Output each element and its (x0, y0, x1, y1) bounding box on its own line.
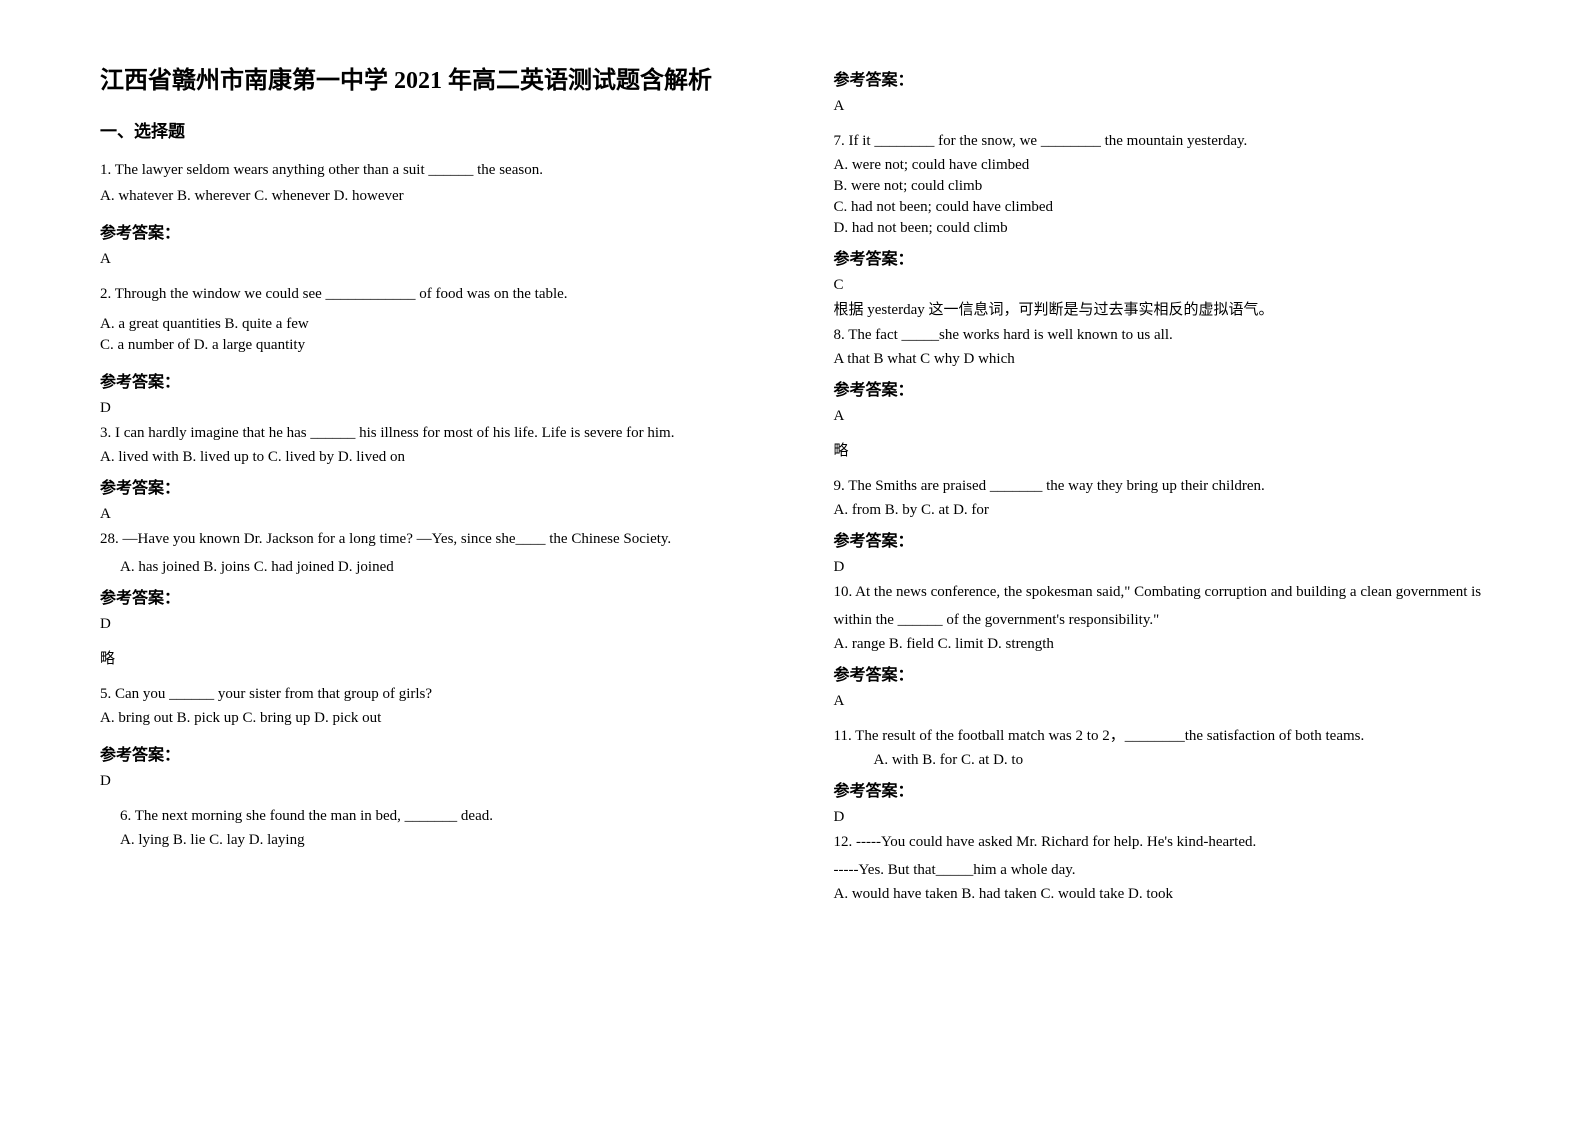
answer-label: 参考答案： (834, 245, 1508, 269)
question-3: 3. I can hardly imagine that he has ____… (100, 421, 764, 445)
question-1: 1. The lawyer seldom wears anything othe… (100, 158, 764, 182)
question-6-options: A. lying B. lie C. lay D. laying (100, 832, 764, 849)
question-8-options: A that B what C why D which (834, 351, 1508, 368)
question-9-options: A. from B. by C. at D. for (834, 502, 1508, 519)
question-10-line2: within the ______ of the government's re… (834, 608, 1508, 632)
answer-label: 参考答案： (100, 368, 764, 392)
answer-label: 参考答案： (834, 66, 1508, 90)
question-10-line1: 10. At the news conference, the spokesma… (834, 580, 1508, 604)
question-6: 6. The next morning she found the man in… (100, 804, 764, 828)
answer-label: 参考答案： (834, 527, 1508, 551)
question-10-options: A. range B. field C. limit D. strength (834, 636, 1508, 653)
question-9: 9. The Smiths are praised _______ the wa… (834, 474, 1508, 498)
question-1-options: A. whatever B. wherever C. whenever D. h… (100, 188, 764, 205)
answer-label: 参考答案： (100, 474, 764, 498)
question-9-answer: D (834, 559, 1508, 576)
answer-label: 参考答案： (834, 661, 1508, 685)
question-11: 11. The result of the football match was… (834, 724, 1508, 748)
answer-label: 参考答案： (834, 777, 1508, 801)
question-7-option-b: B. were not; could climb (834, 178, 1508, 195)
question-2-options-a: A. a great quantities B. quite a few (100, 316, 764, 333)
question-1-answer: A (100, 251, 764, 268)
question-5-options: A. bring out B. pick up C. bring up D. p… (100, 710, 764, 727)
question-2-answer: D (100, 400, 764, 417)
question-12-options: A. would have taken B. had taken C. woul… (834, 886, 1508, 903)
question-5: 5. Can you ______ your sister from that … (100, 682, 764, 706)
question-7-option-a: A. were not; could have climbed (834, 157, 1508, 174)
doc-title: 江西省赣州市南康第一中学 2021 年高二英语测试题含解析 (100, 60, 764, 95)
question-6-answer: A (834, 98, 1508, 115)
question-2-options-b: C. a number of D. a large quantity (100, 337, 764, 354)
right-column: 参考答案： A 7. If it ________ for the snow, … (804, 60, 1508, 1082)
question-7-answer: C (834, 277, 1508, 294)
answer-label: 参考答案： (100, 219, 764, 243)
answer-label: 参考答案： (834, 376, 1508, 400)
question-12-line1: 12. -----You could have asked Mr. Richar… (834, 830, 1508, 854)
question-3-options: A. lived with B. lived up to C. lived by… (100, 449, 764, 466)
answer-label: 参考答案： (100, 741, 764, 765)
answer-label: 参考答案： (100, 584, 764, 608)
question-4: 28. —Have you known Dr. Jackson for a lo… (100, 527, 764, 551)
question-4-options: A. has joined B. joins C. had joined D. … (100, 559, 764, 576)
question-8-note: 略 (834, 439, 1508, 460)
question-10-answer: A (834, 693, 1508, 710)
question-7-option-d: D. had not been; could climb (834, 220, 1508, 237)
question-4-answer: D (100, 616, 764, 633)
question-8: 8. The fact _____she works hard is well … (834, 323, 1508, 347)
left-column: 江西省赣州市南康第一中学 2021 年高二英语测试题含解析 一、选择题 1. T… (100, 60, 804, 1082)
question-7-note: 根据 yesterday 这一信息词，可判断是与过去事实相反的虚拟语气。 (834, 298, 1508, 319)
question-8-answer: A (834, 408, 1508, 425)
question-7: 7. If it ________ for the snow, we _____… (834, 129, 1508, 153)
question-3-answer: A (100, 506, 764, 523)
question-2: 2. Through the window we could see _____… (100, 282, 764, 306)
question-5-answer: D (100, 773, 764, 790)
question-11-answer: D (834, 809, 1508, 826)
question-12-line2: -----Yes. But that_____him a whole day. (834, 858, 1508, 882)
question-7-option-c: C. had not been; could have climbed (834, 199, 1508, 216)
question-4-note: 略 (100, 647, 764, 668)
question-11-options: A. with B. for C. at D. to (834, 752, 1508, 769)
section-heading: 一、选择题 (100, 117, 764, 142)
page-container: 江西省赣州市南康第一中学 2021 年高二英语测试题含解析 一、选择题 1. T… (0, 0, 1587, 1122)
